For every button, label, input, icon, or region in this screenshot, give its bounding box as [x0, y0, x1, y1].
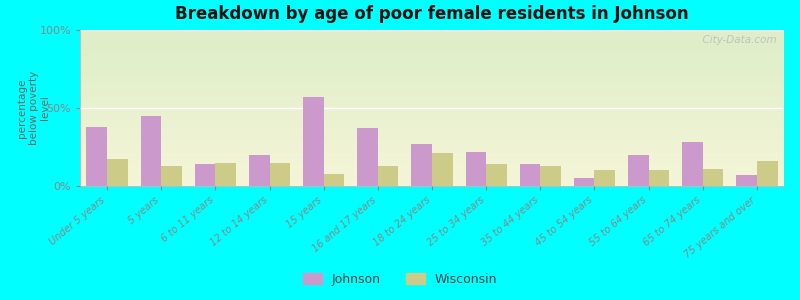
Bar	[432, 153, 453, 186]
Bar	[162, 166, 182, 186]
Legend: Johnson, Wisconsin: Johnson, Wisconsin	[298, 268, 502, 291]
Bar	[594, 170, 615, 186]
Bar	[540, 166, 561, 186]
Bar	[486, 164, 506, 186]
Bar	[358, 128, 378, 186]
Bar	[466, 152, 486, 186]
Bar	[107, 160, 128, 186]
Bar	[303, 97, 324, 186]
Bar	[378, 166, 398, 186]
Bar	[520, 164, 540, 186]
Bar	[682, 142, 702, 186]
Text: City-Data.com: City-Data.com	[696, 35, 777, 45]
Bar	[574, 178, 594, 186]
Bar	[86, 127, 107, 186]
Bar	[736, 175, 757, 186]
Bar	[215, 163, 236, 186]
Bar	[649, 170, 669, 186]
Bar	[324, 173, 344, 186]
Bar	[628, 155, 649, 186]
Bar	[757, 161, 778, 186]
Bar	[141, 116, 162, 186]
Bar	[195, 164, 215, 186]
Bar	[702, 169, 723, 186]
Bar	[249, 155, 270, 186]
Title: Breakdown by age of poor female residents in Johnson: Breakdown by age of poor female resident…	[175, 5, 689, 23]
Bar	[411, 144, 432, 186]
Bar	[270, 163, 290, 186]
Y-axis label: percentage
below poverty
level: percentage below poverty level	[17, 71, 50, 145]
